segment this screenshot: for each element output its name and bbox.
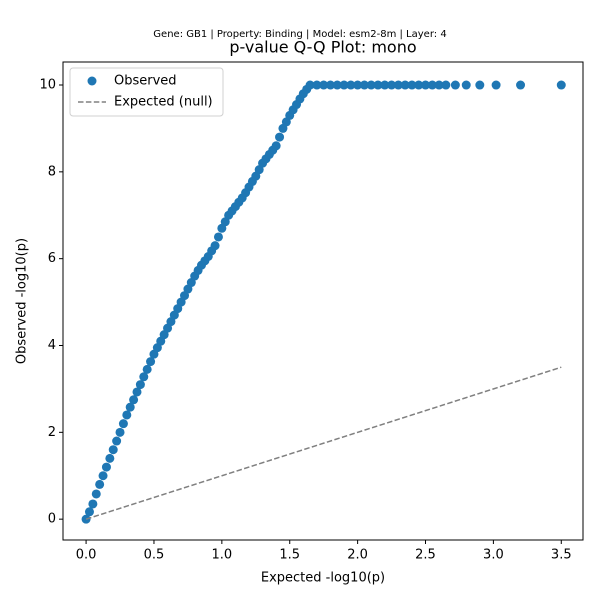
observed-point — [118, 419, 128, 429]
observed-point — [400, 80, 410, 90]
observed-point — [98, 471, 108, 481]
y-tick-label: 4 — [48, 338, 56, 353]
observed-point — [146, 357, 156, 367]
observed-point — [112, 436, 122, 446]
observed-point — [135, 380, 145, 390]
chart-suptitle: Gene: GB1 | Property: Binding | Model: e… — [153, 29, 446, 40]
x-tick-label: 3.5 — [551, 548, 572, 563]
observed-point — [450, 80, 460, 90]
observed-point — [434, 80, 444, 90]
expected-line — [85, 366, 562, 520]
observed-point — [387, 80, 397, 90]
x-tick-label: 2.5 — [415, 548, 436, 563]
observed-point — [427, 80, 437, 90]
observed-point — [380, 80, 390, 90]
observed-point — [556, 80, 566, 90]
y-tick-label: 10 — [39, 78, 56, 93]
observed-point — [95, 479, 105, 489]
observed-point — [475, 80, 485, 90]
x-tick-label: 0.5 — [144, 548, 165, 563]
observed-point — [414, 80, 424, 90]
observed-point — [359, 80, 369, 90]
observed-point — [393, 80, 403, 90]
observed-point — [122, 410, 132, 420]
observed-point — [332, 80, 342, 90]
observed-point — [125, 402, 135, 412]
y-axis-label: Observed -log10(p) — [15, 238, 30, 364]
observed-point — [142, 364, 152, 374]
observed-point — [108, 445, 118, 455]
x-tick-label: 3.0 — [483, 548, 504, 563]
observed-point — [325, 80, 335, 90]
observed-point — [461, 80, 471, 90]
observed-point — [132, 387, 142, 397]
x-tick-label: 0.0 — [76, 548, 97, 563]
observed-point — [339, 80, 349, 90]
y-tick-label: 0 — [48, 512, 56, 527]
y-tick-label: 8 — [48, 164, 56, 179]
observed-point — [213, 232, 223, 242]
x-tick-label: 2.0 — [347, 548, 368, 563]
y-tick-label: 2 — [48, 425, 56, 440]
observed-point — [353, 80, 363, 90]
observed-point — [373, 80, 383, 90]
observed-point — [407, 80, 417, 90]
observed-point — [139, 372, 149, 382]
legend-label: Observed — [114, 74, 177, 89]
observed-point — [421, 80, 431, 90]
legend-label: Expected (null) — [114, 95, 213, 110]
observed-point — [91, 489, 101, 499]
observed-point — [115, 427, 125, 437]
x-tick-label: 1.0 — [212, 548, 233, 563]
x-axis-label: Expected -log10(p) — [261, 571, 385, 586]
observed-point — [491, 80, 501, 90]
observed-point — [312, 80, 322, 90]
observed-point — [271, 141, 281, 151]
observed-point — [84, 507, 94, 517]
observed-point — [441, 80, 451, 90]
observed-point — [346, 80, 356, 90]
observed-point — [319, 80, 329, 90]
observed-point — [305, 80, 315, 90]
observed-point — [516, 80, 526, 90]
observed-point — [129, 395, 139, 405]
observed-point — [101, 462, 111, 472]
x-tick-label: 1.5 — [279, 548, 300, 563]
observed-point — [275, 132, 285, 142]
legend-swatch — [87, 76, 97, 86]
observed-point — [366, 80, 376, 90]
observed-point — [105, 453, 115, 463]
legend-box — [69, 67, 224, 117]
observed-point — [210, 241, 220, 251]
axes-frame — [62, 61, 584, 541]
chart-title: p-value Q-Q Plot: mono — [229, 38, 416, 57]
observed-point — [88, 499, 98, 509]
y-tick-label: 6 — [48, 251, 56, 266]
